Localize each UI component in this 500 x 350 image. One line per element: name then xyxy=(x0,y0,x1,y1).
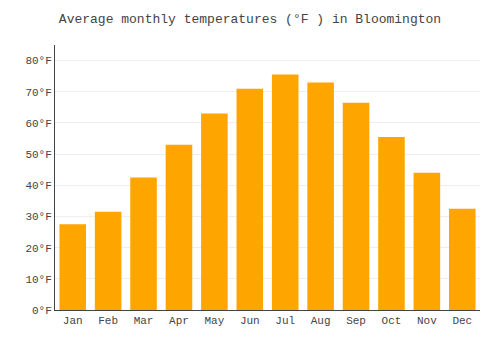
svg-text:Jul: Jul xyxy=(275,315,295,327)
svg-text:20°F: 20°F xyxy=(25,243,51,255)
svg-text:80°F: 80°F xyxy=(25,55,51,67)
svg-text:Jun: Jun xyxy=(240,315,260,327)
svg-text:Feb: Feb xyxy=(98,315,118,327)
svg-text:40°F: 40°F xyxy=(25,180,51,192)
svg-text:0°F: 0°F xyxy=(32,305,52,317)
svg-text:Average monthly temperatures (: Average monthly temperatures (°F ) in Bl… xyxy=(59,12,441,27)
svg-text:Apr: Apr xyxy=(169,315,189,327)
svg-text:30°F: 30°F xyxy=(25,211,51,223)
svg-text:May: May xyxy=(204,315,224,327)
svg-text:60°F: 60°F xyxy=(25,118,51,130)
svg-text:Sep: Sep xyxy=(346,315,366,327)
svg-text:Dec: Dec xyxy=(452,315,472,327)
svg-text:Jan: Jan xyxy=(63,315,83,327)
svg-text:70°F: 70°F xyxy=(25,87,51,99)
svg-text:Nov: Nov xyxy=(417,315,437,327)
svg-text:Mar: Mar xyxy=(134,315,154,327)
svg-text:Oct: Oct xyxy=(382,315,402,327)
svg-text:10°F: 10°F xyxy=(25,274,51,286)
svg-text:Aug: Aug xyxy=(311,315,331,327)
svg-text:50°F: 50°F xyxy=(25,149,51,161)
